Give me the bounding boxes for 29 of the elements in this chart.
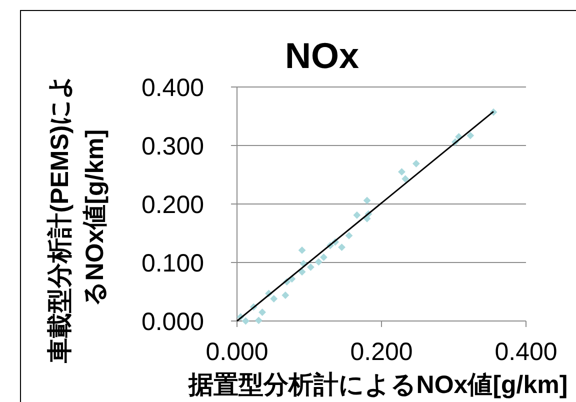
point [254,316,262,324]
point [320,254,328,261]
x-tick-label: 0.000 [206,338,268,366]
point [338,244,346,252]
point [402,175,410,183]
chart-title: NOx [284,35,360,76]
y-axis-title: 車載型分析計(PEMS)によるNOx値[g/km] [46,73,109,364]
point [363,196,371,204]
point [298,246,306,254]
y-tick-label: 0.100 [141,249,204,278]
point [466,132,474,140]
y-tick-label: 0.400 [141,74,204,102]
point [398,168,406,176]
point [270,295,278,302]
point [306,263,314,271]
x-tick-label: 0.400 [494,338,558,366]
point [314,258,322,266]
x-axis-title: 据置型分析計によるNOx値[g/km] [187,371,568,399]
point [353,211,361,219]
x-tick-label: 0.200 [350,338,413,366]
point [412,160,420,168]
point [298,268,306,276]
y-tick-label: 0.300 [141,132,204,160]
point [282,292,290,299]
point [242,317,250,325]
point [345,232,353,240]
y-tick-label: 0.200 [141,190,204,219]
point [258,308,266,316]
y-tick-label: 0.000 [141,308,204,336]
